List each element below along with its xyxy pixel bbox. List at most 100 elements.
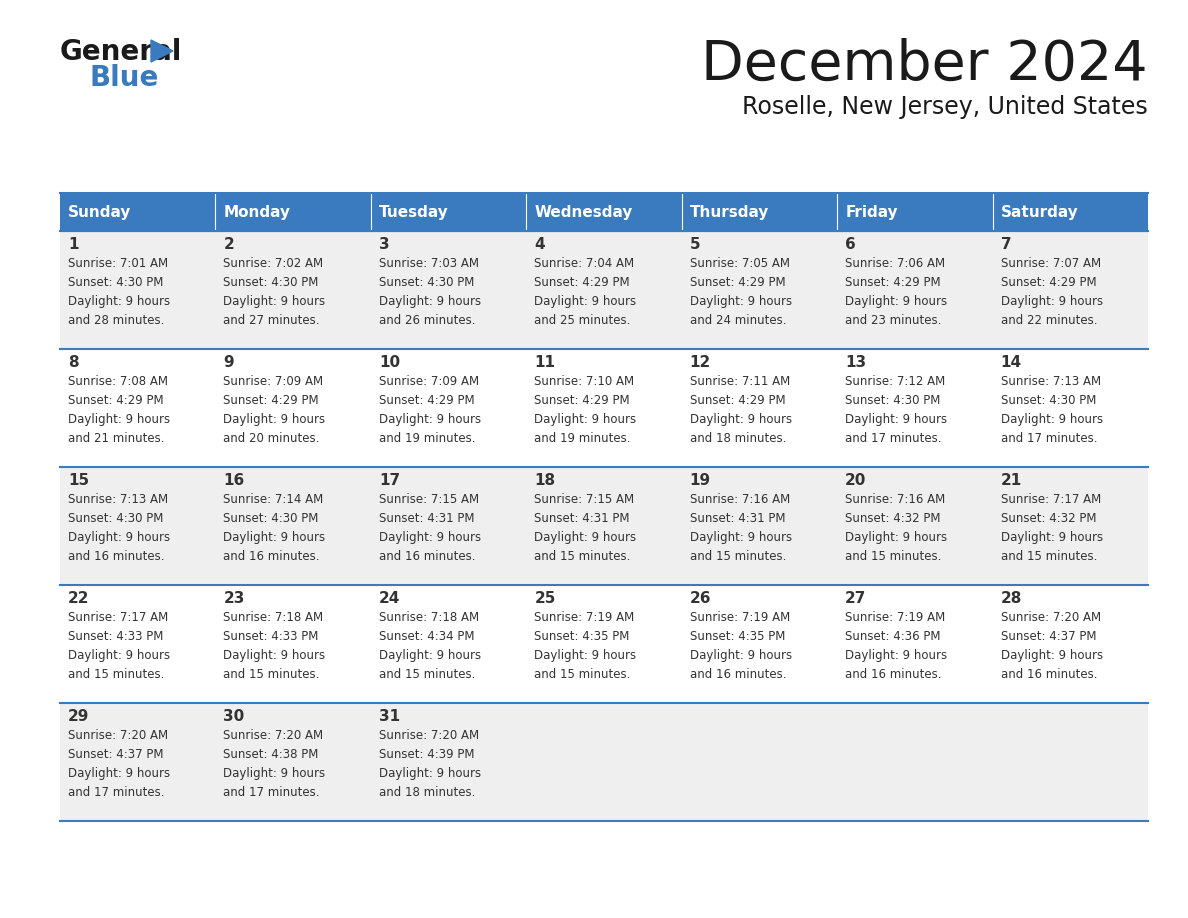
Text: Sunrise: 7:13 AM: Sunrise: 7:13 AM bbox=[68, 493, 169, 506]
Text: Daylight: 9 hours: Daylight: 9 hours bbox=[379, 649, 481, 662]
Text: 16: 16 bbox=[223, 473, 245, 488]
Text: 21: 21 bbox=[1000, 473, 1022, 488]
Text: Daylight: 9 hours: Daylight: 9 hours bbox=[535, 531, 637, 544]
Text: Sunrise: 7:12 AM: Sunrise: 7:12 AM bbox=[845, 375, 946, 388]
Text: 23: 23 bbox=[223, 591, 245, 606]
Text: Daylight: 9 hours: Daylight: 9 hours bbox=[845, 413, 947, 426]
Text: 9: 9 bbox=[223, 355, 234, 370]
Text: Sunset: 4:29 PM: Sunset: 4:29 PM bbox=[535, 394, 630, 407]
Text: Daylight: 9 hours: Daylight: 9 hours bbox=[379, 531, 481, 544]
Text: Sunset: 4:29 PM: Sunset: 4:29 PM bbox=[690, 276, 785, 289]
Bar bbox=[61, 467, 1148, 585]
Text: Sunset: 4:30 PM: Sunset: 4:30 PM bbox=[223, 512, 318, 525]
Text: Sunset: 4:31 PM: Sunset: 4:31 PM bbox=[690, 512, 785, 525]
Text: Sunset: 4:29 PM: Sunset: 4:29 PM bbox=[223, 394, 320, 407]
Text: Sunrise: 7:20 AM: Sunrise: 7:20 AM bbox=[1000, 611, 1101, 624]
Text: Thursday: Thursday bbox=[690, 205, 769, 219]
Text: Daylight: 9 hours: Daylight: 9 hours bbox=[223, 649, 326, 662]
Text: and 27 minutes.: and 27 minutes. bbox=[223, 314, 320, 327]
Bar bbox=[371, 193, 526, 231]
Text: Sunrise: 7:16 AM: Sunrise: 7:16 AM bbox=[845, 493, 946, 506]
Text: 17: 17 bbox=[379, 473, 400, 488]
Text: Monday: Monday bbox=[223, 205, 290, 219]
Text: 7: 7 bbox=[1000, 237, 1011, 252]
Text: Sunrise: 7:11 AM: Sunrise: 7:11 AM bbox=[690, 375, 790, 388]
Text: Sunset: 4:38 PM: Sunset: 4:38 PM bbox=[223, 748, 318, 761]
Text: and 16 minutes.: and 16 minutes. bbox=[845, 668, 942, 681]
Text: 6: 6 bbox=[845, 237, 855, 252]
Text: and 15 minutes.: and 15 minutes. bbox=[845, 550, 942, 563]
Bar bbox=[61, 231, 1148, 349]
Text: Daylight: 9 hours: Daylight: 9 hours bbox=[535, 413, 637, 426]
Text: and 20 minutes.: and 20 minutes. bbox=[223, 432, 320, 445]
Text: Sunset: 4:34 PM: Sunset: 4:34 PM bbox=[379, 630, 474, 643]
Text: Sunrise: 7:20 AM: Sunrise: 7:20 AM bbox=[223, 729, 323, 742]
Text: and 17 minutes.: and 17 minutes. bbox=[223, 786, 320, 799]
Bar bbox=[682, 193, 838, 231]
Text: Sunset: 4:33 PM: Sunset: 4:33 PM bbox=[223, 630, 318, 643]
Polygon shape bbox=[151, 40, 173, 62]
Text: Daylight: 9 hours: Daylight: 9 hours bbox=[690, 649, 792, 662]
Text: and 23 minutes.: and 23 minutes. bbox=[845, 314, 942, 327]
Text: Daylight: 9 hours: Daylight: 9 hours bbox=[223, 767, 326, 780]
Text: Sunrise: 7:03 AM: Sunrise: 7:03 AM bbox=[379, 257, 479, 270]
Text: 28: 28 bbox=[1000, 591, 1022, 606]
Bar bbox=[215, 193, 371, 231]
Bar bbox=[61, 349, 1148, 467]
Text: 22: 22 bbox=[68, 591, 89, 606]
Text: 15: 15 bbox=[68, 473, 89, 488]
Text: and 15 minutes.: and 15 minutes. bbox=[535, 550, 631, 563]
Text: Sunrise: 7:14 AM: Sunrise: 7:14 AM bbox=[223, 493, 323, 506]
Text: Sunset: 4:30 PM: Sunset: 4:30 PM bbox=[223, 276, 318, 289]
Text: Daylight: 9 hours: Daylight: 9 hours bbox=[223, 531, 326, 544]
Text: and 16 minutes.: and 16 minutes. bbox=[690, 668, 786, 681]
Text: and 16 minutes.: and 16 minutes. bbox=[68, 550, 164, 563]
Text: Sunset: 4:29 PM: Sunset: 4:29 PM bbox=[535, 276, 630, 289]
Text: Daylight: 9 hours: Daylight: 9 hours bbox=[1000, 295, 1102, 308]
Text: Daylight: 9 hours: Daylight: 9 hours bbox=[68, 413, 170, 426]
Text: 19: 19 bbox=[690, 473, 710, 488]
Text: Daylight: 9 hours: Daylight: 9 hours bbox=[1000, 649, 1102, 662]
Bar bbox=[61, 585, 1148, 703]
Text: Daylight: 9 hours: Daylight: 9 hours bbox=[690, 413, 792, 426]
Text: Sunset: 4:30 PM: Sunset: 4:30 PM bbox=[845, 394, 941, 407]
Bar bbox=[61, 193, 215, 231]
Text: Daylight: 9 hours: Daylight: 9 hours bbox=[68, 531, 170, 544]
Text: and 15 minutes.: and 15 minutes. bbox=[1000, 550, 1097, 563]
Text: and 18 minutes.: and 18 minutes. bbox=[690, 432, 786, 445]
Text: and 15 minutes.: and 15 minutes. bbox=[68, 668, 164, 681]
Text: 2: 2 bbox=[223, 237, 234, 252]
Text: Sunset: 4:36 PM: Sunset: 4:36 PM bbox=[845, 630, 941, 643]
Text: Sunset: 4:39 PM: Sunset: 4:39 PM bbox=[379, 748, 474, 761]
Text: Daylight: 9 hours: Daylight: 9 hours bbox=[845, 295, 947, 308]
Text: Sunset: 4:30 PM: Sunset: 4:30 PM bbox=[1000, 394, 1097, 407]
Text: Sunset: 4:37 PM: Sunset: 4:37 PM bbox=[68, 748, 164, 761]
Text: Sunset: 4:33 PM: Sunset: 4:33 PM bbox=[68, 630, 164, 643]
Text: 14: 14 bbox=[1000, 355, 1022, 370]
Text: Sunset: 4:29 PM: Sunset: 4:29 PM bbox=[845, 276, 941, 289]
Text: and 17 minutes.: and 17 minutes. bbox=[68, 786, 164, 799]
Text: 4: 4 bbox=[535, 237, 545, 252]
Text: 13: 13 bbox=[845, 355, 866, 370]
Text: 12: 12 bbox=[690, 355, 710, 370]
Text: Sunset: 4:29 PM: Sunset: 4:29 PM bbox=[1000, 276, 1097, 289]
Text: Daylight: 9 hours: Daylight: 9 hours bbox=[690, 531, 792, 544]
Text: Daylight: 9 hours: Daylight: 9 hours bbox=[845, 649, 947, 662]
Text: 24: 24 bbox=[379, 591, 400, 606]
Text: Saturday: Saturday bbox=[1000, 205, 1079, 219]
Text: and 22 minutes.: and 22 minutes. bbox=[1000, 314, 1097, 327]
Text: Sunset: 4:30 PM: Sunset: 4:30 PM bbox=[68, 512, 164, 525]
Text: Sunset: 4:29 PM: Sunset: 4:29 PM bbox=[68, 394, 164, 407]
Text: and 15 minutes.: and 15 minutes. bbox=[535, 668, 631, 681]
Text: 31: 31 bbox=[379, 709, 400, 724]
Text: Daylight: 9 hours: Daylight: 9 hours bbox=[379, 413, 481, 426]
Text: Sunset: 4:29 PM: Sunset: 4:29 PM bbox=[379, 394, 474, 407]
Text: Sunrise: 7:04 AM: Sunrise: 7:04 AM bbox=[535, 257, 634, 270]
Text: and 19 minutes.: and 19 minutes. bbox=[379, 432, 475, 445]
Text: 11: 11 bbox=[535, 355, 555, 370]
Text: Daylight: 9 hours: Daylight: 9 hours bbox=[845, 531, 947, 544]
Text: Daylight: 9 hours: Daylight: 9 hours bbox=[379, 767, 481, 780]
Text: Daylight: 9 hours: Daylight: 9 hours bbox=[690, 295, 792, 308]
Text: and 24 minutes.: and 24 minutes. bbox=[690, 314, 786, 327]
Text: Sunrise: 7:17 AM: Sunrise: 7:17 AM bbox=[68, 611, 169, 624]
